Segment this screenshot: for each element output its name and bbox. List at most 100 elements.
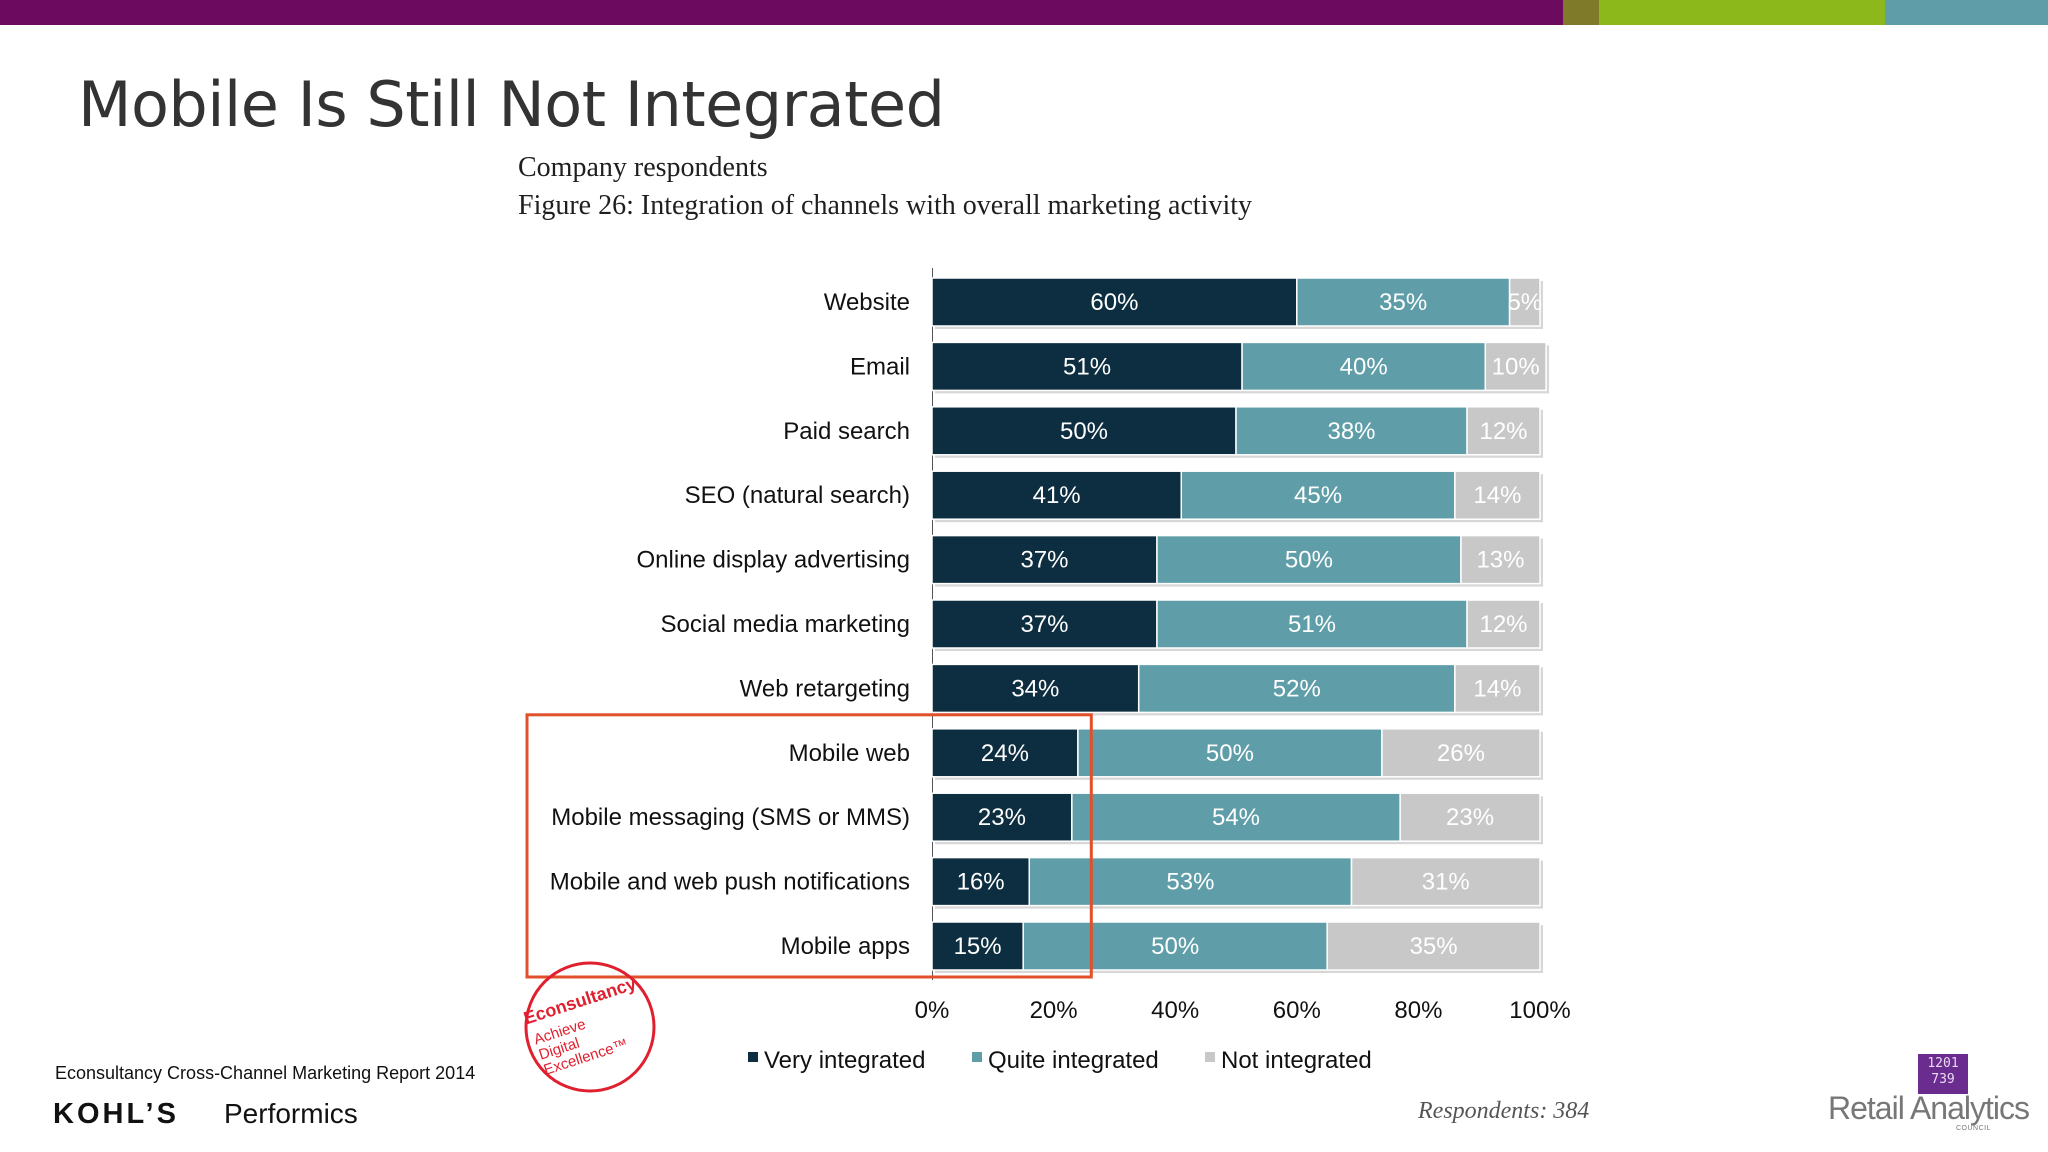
bar-segment — [1156, 534, 1462, 585]
x-tick-label: 80% — [1394, 997, 1442, 1024]
bar-segment — [1454, 470, 1541, 520]
category-label: Mobile and web push notifications — [550, 869, 910, 896]
data-label: 31% — [1422, 869, 1470, 896]
data-label: 23% — [1446, 804, 1494, 831]
x-tick-label: 40% — [1151, 997, 1199, 1024]
bar-segment — [1484, 341, 1547, 392]
bar-segment — [1466, 599, 1541, 649]
bar-segment — [1350, 856, 1541, 907]
category-label: Mobile apps — [781, 933, 910, 960]
data-label: 51% — [1063, 353, 1111, 380]
respondents-note: Respondents: 384 — [1418, 1098, 1590, 1124]
bar-segment — [1326, 921, 1541, 971]
data-label: 53% — [1166, 869, 1214, 896]
bar-segment — [1466, 406, 1541, 456]
bar-segment — [1381, 728, 1541, 778]
data-label: 34% — [1011, 675, 1059, 702]
category-label: Email — [850, 353, 910, 380]
data-label: 40% — [1340, 353, 1388, 380]
bar-segment — [931, 534, 1158, 585]
legend-label: Quite integrated — [988, 1047, 1159, 1074]
figure-title: Figure 26: Integration of channels with … — [518, 190, 1253, 221]
data-label: 24% — [981, 740, 1029, 767]
legend-label: Very integrated — [764, 1047, 925, 1074]
legend-swatch — [1205, 1052, 1215, 1062]
data-label: 35% — [1410, 933, 1458, 960]
data-label: 13% — [1476, 547, 1524, 574]
category-label: Social media marketing — [661, 611, 910, 638]
bar-segment — [931, 663, 1140, 714]
bar-segment — [931, 470, 1183, 520]
bar-segment — [931, 856, 1031, 907]
bar-segment — [931, 406, 1237, 456]
x-tick-label: 60% — [1273, 997, 1321, 1024]
data-label: 35% — [1379, 289, 1427, 316]
figure-subtitle: Company respondents — [518, 152, 768, 183]
legend-swatch — [748, 1052, 758, 1062]
bar-segment — [1454, 663, 1541, 714]
data-label: 14% — [1473, 675, 1521, 702]
data-label: 45% — [1294, 482, 1342, 509]
topbar-olive-segment — [1563, 0, 1599, 25]
bar-segment — [1399, 792, 1541, 842]
x-tick-label: 100% — [1509, 997, 1570, 1024]
data-label: 14% — [1473, 482, 1521, 509]
data-label: 60% — [1090, 289, 1138, 316]
top-color-bar — [0, 0, 2048, 25]
category-label: Mobile messaging (SMS or MMS) — [551, 804, 910, 831]
data-label: 26% — [1437, 740, 1485, 767]
data-label: 52% — [1273, 675, 1321, 702]
data-label: 37% — [1020, 547, 1068, 574]
data-label: 16% — [957, 869, 1005, 896]
data-label: 10% — [1492, 353, 1540, 380]
topbar-purple-segment — [0, 0, 1563, 25]
legend-label: Not integrated — [1221, 1047, 1372, 1074]
slide-title: Mobile Is Still Not Integrated — [78, 68, 945, 141]
bar-segment — [1241, 341, 1487, 392]
data-label: 12% — [1479, 418, 1527, 445]
retail-analytics-cube-icon: 1201 739 — [1918, 1054, 1968, 1094]
legend-swatch — [972, 1052, 982, 1062]
category-label: Website — [824, 289, 910, 316]
kohls-logo: KOHL’S — [53, 1098, 179, 1130]
data-label: 15% — [954, 933, 1002, 960]
highlight-box — [525, 713, 1093, 979]
performics-logo: Performics — [224, 1098, 358, 1129]
bar-segment — [1460, 534, 1541, 585]
data-label: 50% — [1060, 418, 1108, 445]
bar-segment — [1077, 728, 1383, 778]
bar-segment — [1296, 277, 1511, 327]
bar-segment — [931, 341, 1243, 392]
data-label: 50% — [1285, 547, 1333, 574]
category-label: Web retargeting — [740, 675, 910, 702]
bar-segment — [1022, 921, 1328, 971]
x-tick-label: 0% — [915, 997, 950, 1024]
x-tick-label: 20% — [1030, 997, 1078, 1024]
data-label: 50% — [1206, 740, 1254, 767]
retail-analytics-logo: Retail Analytics — [1828, 1090, 2030, 1126]
data-label: 54% — [1212, 804, 1260, 831]
source-note: Econsultancy Cross-Channel Marketing Rep… — [55, 1063, 476, 1083]
bar-segment — [1508, 277, 1541, 327]
retail-analytics-council-text: COUNCIL — [1956, 1125, 1992, 1132]
data-label: 5% — [1507, 289, 1542, 316]
data-label: 50% — [1151, 933, 1199, 960]
bar-segment — [931, 921, 1024, 971]
bar-segment — [1180, 470, 1456, 520]
bar-segment — [1137, 663, 1456, 714]
data-label: 23% — [978, 804, 1026, 831]
category-label: Paid search — [783, 418, 910, 445]
topbar-teal-segment — [1885, 0, 2048, 25]
bar-segment — [1071, 792, 1401, 842]
topbar-green-segment — [1599, 0, 1885, 25]
bar-segment — [1028, 856, 1353, 907]
category-label: SEO (natural search) — [685, 482, 910, 509]
bar-segment — [1156, 599, 1468, 649]
data-label: 37% — [1020, 611, 1068, 638]
data-label: 38% — [1327, 418, 1375, 445]
category-label: Online display advertising — [637, 547, 910, 574]
econsultancy-seal-icon — [524, 961, 656, 1093]
data-label: 12% — [1479, 611, 1527, 638]
bar-segment — [931, 277, 1298, 327]
